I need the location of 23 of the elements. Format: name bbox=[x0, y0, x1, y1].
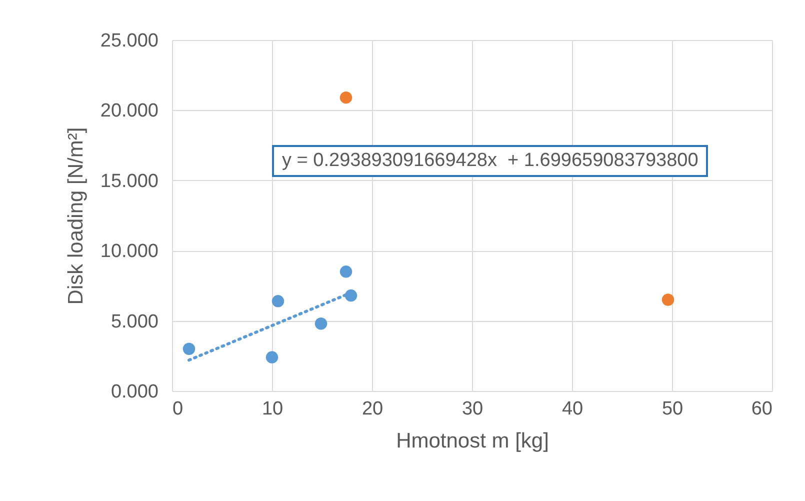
x-tick-label: 40 bbox=[562, 398, 584, 420]
point bbox=[182, 342, 196, 355]
text-box: y = 0.293893091669428x + 1.699659083793800 bbox=[272, 145, 708, 177]
x-tick-label: 20 bbox=[362, 398, 384, 420]
x-tick-label: 30 bbox=[462, 398, 484, 420]
point bbox=[314, 317, 328, 330]
x-tick-label: 0 bbox=[172, 398, 184, 420]
y-tick-label: 20.000 bbox=[100, 100, 158, 122]
x-tick-label: 60 bbox=[751, 398, 772, 420]
y-tick-label: 25.000 bbox=[100, 30, 158, 52]
point bbox=[272, 295, 284, 308]
y-tick-label: 15.000 bbox=[100, 170, 158, 192]
point bbox=[340, 91, 352, 104]
x-axis-title: Hmotnost m [kg] bbox=[396, 430, 549, 452]
y-tick-label: 10.000 bbox=[100, 241, 158, 262]
y-axis-title: Disk loading [N/m²] bbox=[64, 127, 88, 305]
y-tick-label: 5.000 bbox=[110, 311, 158, 332]
point bbox=[340, 266, 352, 278]
y-tick-label: 0.000 bbox=[110, 382, 158, 402]
point bbox=[662, 294, 674, 306]
x-tick-label: 10 bbox=[262, 398, 284, 420]
point bbox=[266, 351, 278, 364]
x-tick-label: 50 bbox=[662, 398, 684, 420]
